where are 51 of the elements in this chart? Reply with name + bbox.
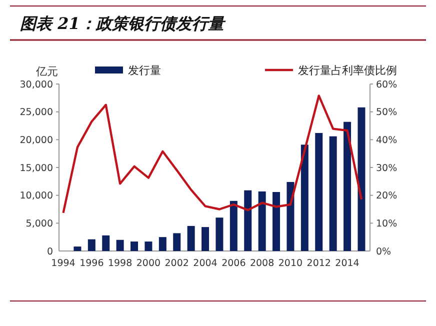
x-tick-label: 2006 — [222, 258, 246, 269]
x-tick-label: 2000 — [136, 258, 161, 269]
bar — [344, 122, 352, 251]
bar — [88, 239, 96, 251]
x-tick-label: 2010 — [278, 258, 303, 269]
legend-label: 发行量占利率债比例 — [298, 64, 397, 77]
x-tick-label: 2012 — [306, 258, 331, 269]
y2-tick-label: 60% — [376, 79, 398, 90]
x-tick-label: 2008 — [250, 258, 274, 269]
bar — [315, 132, 323, 251]
y-tick-label: 10,000 — [20, 190, 53, 202]
bar — [358, 107, 366, 251]
bar — [74, 246, 82, 251]
x-tick-label: 2002 — [164, 258, 189, 269]
y-axis-title: 亿元 — [35, 65, 58, 78]
y2-tick-label: 30% — [376, 162, 398, 174]
y2-tick-label: 0% — [376, 246, 392, 258]
x-tick-label: 2014 — [335, 258, 360, 269]
bar — [244, 190, 252, 251]
bar — [286, 182, 294, 251]
y-tick-label: 25,000 — [20, 107, 53, 118]
bar — [300, 144, 308, 251]
x-tick-label: 2004 — [193, 258, 218, 269]
x-tick-label: 1996 — [80, 258, 104, 269]
bar — [258, 191, 266, 251]
bar — [173, 233, 181, 251]
y-tick-label: 30,000 — [20, 79, 53, 90]
y-tick-label: 0 — [46, 246, 53, 258]
bar — [272, 192, 280, 251]
x-tick-label: 1994 — [51, 258, 76, 269]
bar — [187, 226, 195, 251]
bar — [144, 242, 152, 251]
y2-tick-label: 20% — [376, 190, 398, 202]
bar — [230, 200, 238, 251]
y2-tick-label: 50% — [376, 107, 398, 118]
bar — [158, 237, 166, 251]
y2-tick-label: 40% — [376, 134, 398, 146]
line-series — [62, 94, 363, 214]
bar — [202, 227, 210, 251]
y-tick-label: 20,000 — [20, 134, 53, 146]
legend-label: 发行量 — [128, 64, 161, 77]
chart-title: 图表 21：政策银行债发行量 — [20, 14, 226, 33]
y-tick-label: 15,000 — [20, 162, 53, 174]
bar — [216, 218, 224, 251]
y2-tick-label: 10% — [376, 218, 398, 230]
bar — [329, 136, 337, 251]
y-tick-label: 5,000 — [26, 218, 53, 230]
x-tick-label: 1998 — [108, 258, 132, 269]
bar — [116, 240, 124, 251]
bar — [102, 235, 110, 251]
bar — [130, 242, 138, 251]
